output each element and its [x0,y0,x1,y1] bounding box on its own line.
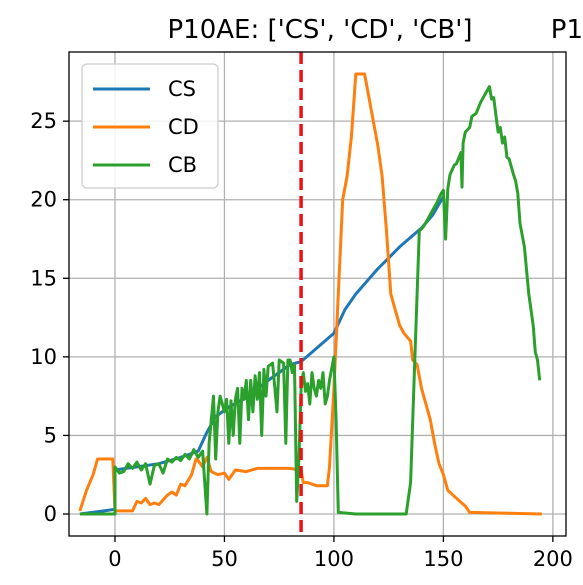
x-tick-label: 150 [423,547,463,571]
chart-title-overflow: P1 [551,15,583,45]
y-tick-label: 15 [30,266,57,290]
x-tick-label: 200 [533,547,573,571]
chart-title: P10AE: ['CS', 'CD', 'CB'] [167,15,472,45]
y-tick-label: 5 [44,423,57,447]
legend-label-cb: CB [168,153,197,177]
legend: CS CD CB [81,63,219,189]
y-tick-label: 20 [30,188,57,212]
x-tick-label: 50 [211,547,238,571]
y-tick-label: 25 [30,109,57,133]
x-tick-label: 0 [108,547,121,571]
y-axis: 0 5 10 15 20 25 [30,109,69,526]
y-tick-label: 0 [44,502,57,526]
legend-label-cd: CD [168,115,199,139]
x-axis: 0 50 100 150 200 [108,536,573,571]
x-tick-label: 100 [314,547,354,571]
legend-label-cs: CS [168,77,196,101]
y-tick-label: 10 [30,345,57,369]
axes-frame [68,51,567,537]
